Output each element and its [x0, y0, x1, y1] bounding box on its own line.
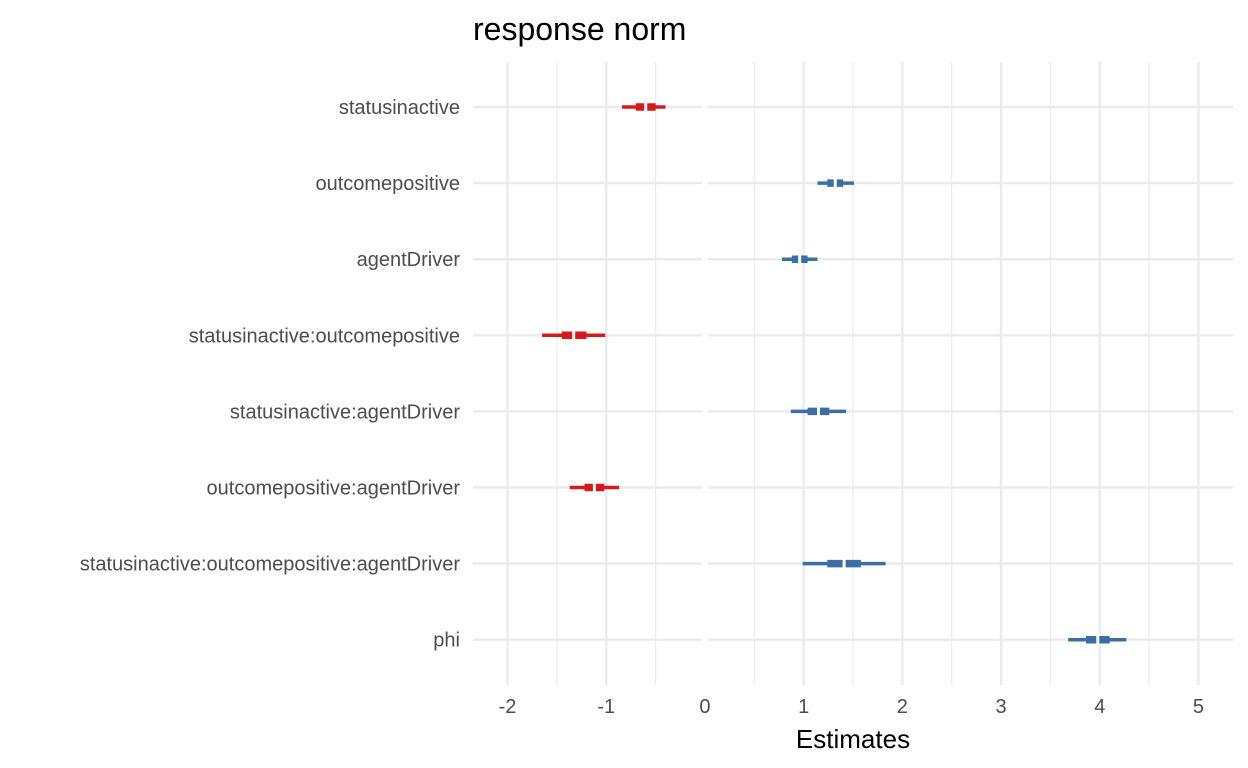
zero-line-gap	[701, 62, 708, 685]
x-tick-label: 0	[699, 696, 710, 718]
term-label: outcomepositive:agentDriver	[207, 478, 461, 500]
term-label: statusinactive:agentDriver	[230, 401, 460, 423]
term-label: phi	[433, 630, 460, 652]
term-labels: statusinactive outcomepositive agentDriver…	[80, 97, 461, 652]
term-label: statusinactive:outcomepositive:agentDriv…	[80, 554, 461, 576]
chart-title: response norm	[473, 11, 686, 47]
estimate-marks	[542, 101, 1127, 646]
x-tick-label: -2	[499, 696, 517, 718]
term-label: outcomepositive	[315, 173, 460, 195]
term-label: statusinactive	[339, 97, 460, 119]
grid-lines	[473, 62, 1233, 685]
x-tick-label: 4	[1094, 696, 1105, 718]
term-label: agentDriver	[357, 249, 461, 271]
x-tick-label: -1	[597, 696, 615, 718]
x-tick-label: 2	[897, 696, 908, 718]
x-axis-label: Estimates	[796, 724, 910, 754]
term-label: statusinactive:outcomepositive	[189, 325, 460, 347]
x-tick-label: 5	[1193, 696, 1204, 718]
x-tick-labels: -2 -1 0 1 2 3 4 5	[499, 696, 1204, 718]
x-tick-label: 3	[995, 696, 1006, 718]
x-tick-label: 1	[798, 696, 809, 718]
